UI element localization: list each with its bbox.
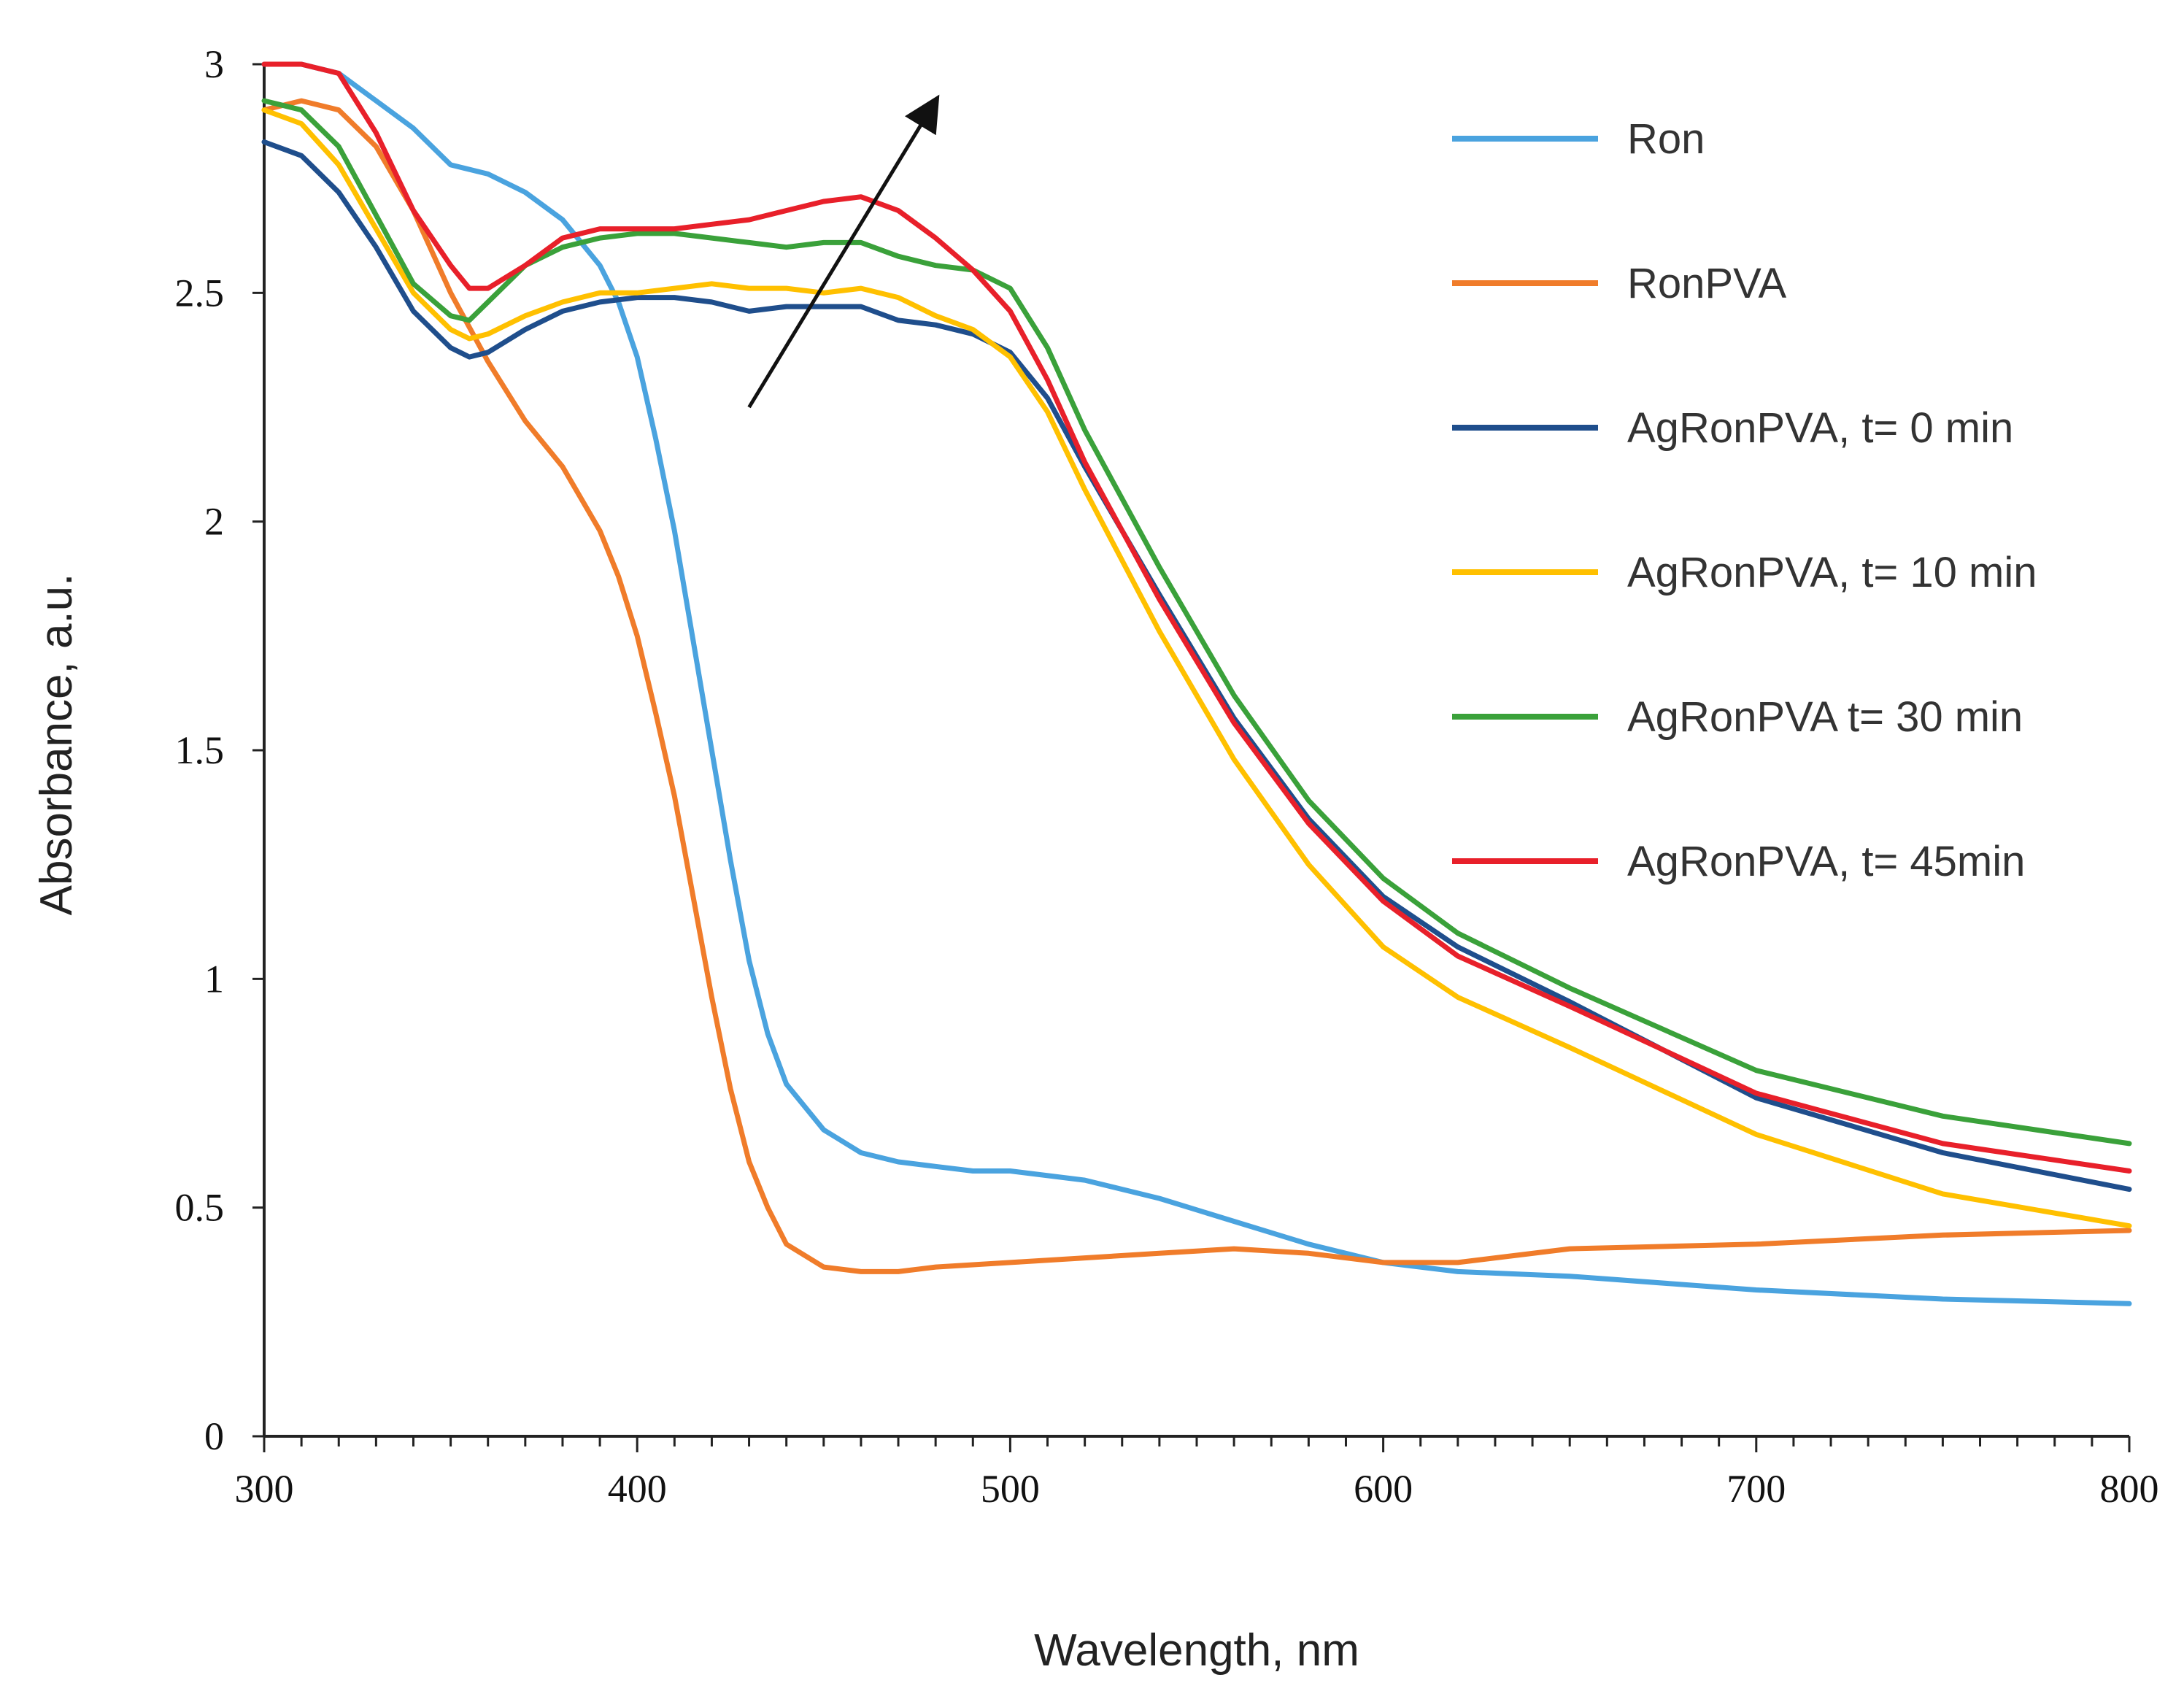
series-line-6 xyxy=(261,61,2132,1174)
series-group xyxy=(261,61,2132,1306)
x-tick-label: 700 xyxy=(1726,1467,1786,1511)
y-tick-label: 3 xyxy=(204,42,224,86)
series-line-4 xyxy=(261,107,2132,1229)
annotation-group xyxy=(747,94,940,409)
y-tick-label: 0 xyxy=(204,1414,224,1458)
y-tick-label: 0.5 xyxy=(175,1186,225,1230)
x-tick-label: 400 xyxy=(608,1467,667,1511)
series-line-3 xyxy=(261,139,2132,1193)
legend-label: RonPVA xyxy=(1627,260,1786,307)
y-tick-label: 2.5 xyxy=(175,271,225,315)
y-axis-title: Absorbance, a.u. xyxy=(31,574,82,916)
y-tick-label: 2 xyxy=(204,500,224,544)
series-line-5 xyxy=(261,98,2132,1147)
x-tick-label: 800 xyxy=(2100,1467,2159,1511)
legend-label: AgRonPVA, t= 45min xyxy=(1627,838,2025,885)
legend-label: Ron xyxy=(1627,115,1705,163)
y-tick-label: 1.5 xyxy=(175,728,225,772)
y-tick-label: 1 xyxy=(204,957,224,1001)
x-tick-label: 500 xyxy=(981,1467,1040,1511)
x-axis-title: Wavelength, nm xyxy=(1034,1625,1359,1676)
series-line-1 xyxy=(261,61,2132,1306)
axes: 300 400 500 600 700 800 0 0.5 1 1.5 2 2.5 3 xyxy=(175,42,2159,1511)
trend-arrow xyxy=(747,94,940,409)
x-tick-label: 600 xyxy=(1354,1467,1413,1511)
legend: Ron RonPVA AgRonPVA, t= 0 min AgRonPVA, t= … xyxy=(1452,115,2037,885)
legend-label: AgRonPVA, t= 10 min xyxy=(1627,549,2037,596)
x-tick-label: 300 xyxy=(235,1467,294,1511)
legend-label: AgRonPVA t= 30 min xyxy=(1627,693,2023,741)
series-line-2 xyxy=(261,98,2132,1274)
legend-label: AgRonPVA, t= 0 min xyxy=(1627,404,2013,452)
